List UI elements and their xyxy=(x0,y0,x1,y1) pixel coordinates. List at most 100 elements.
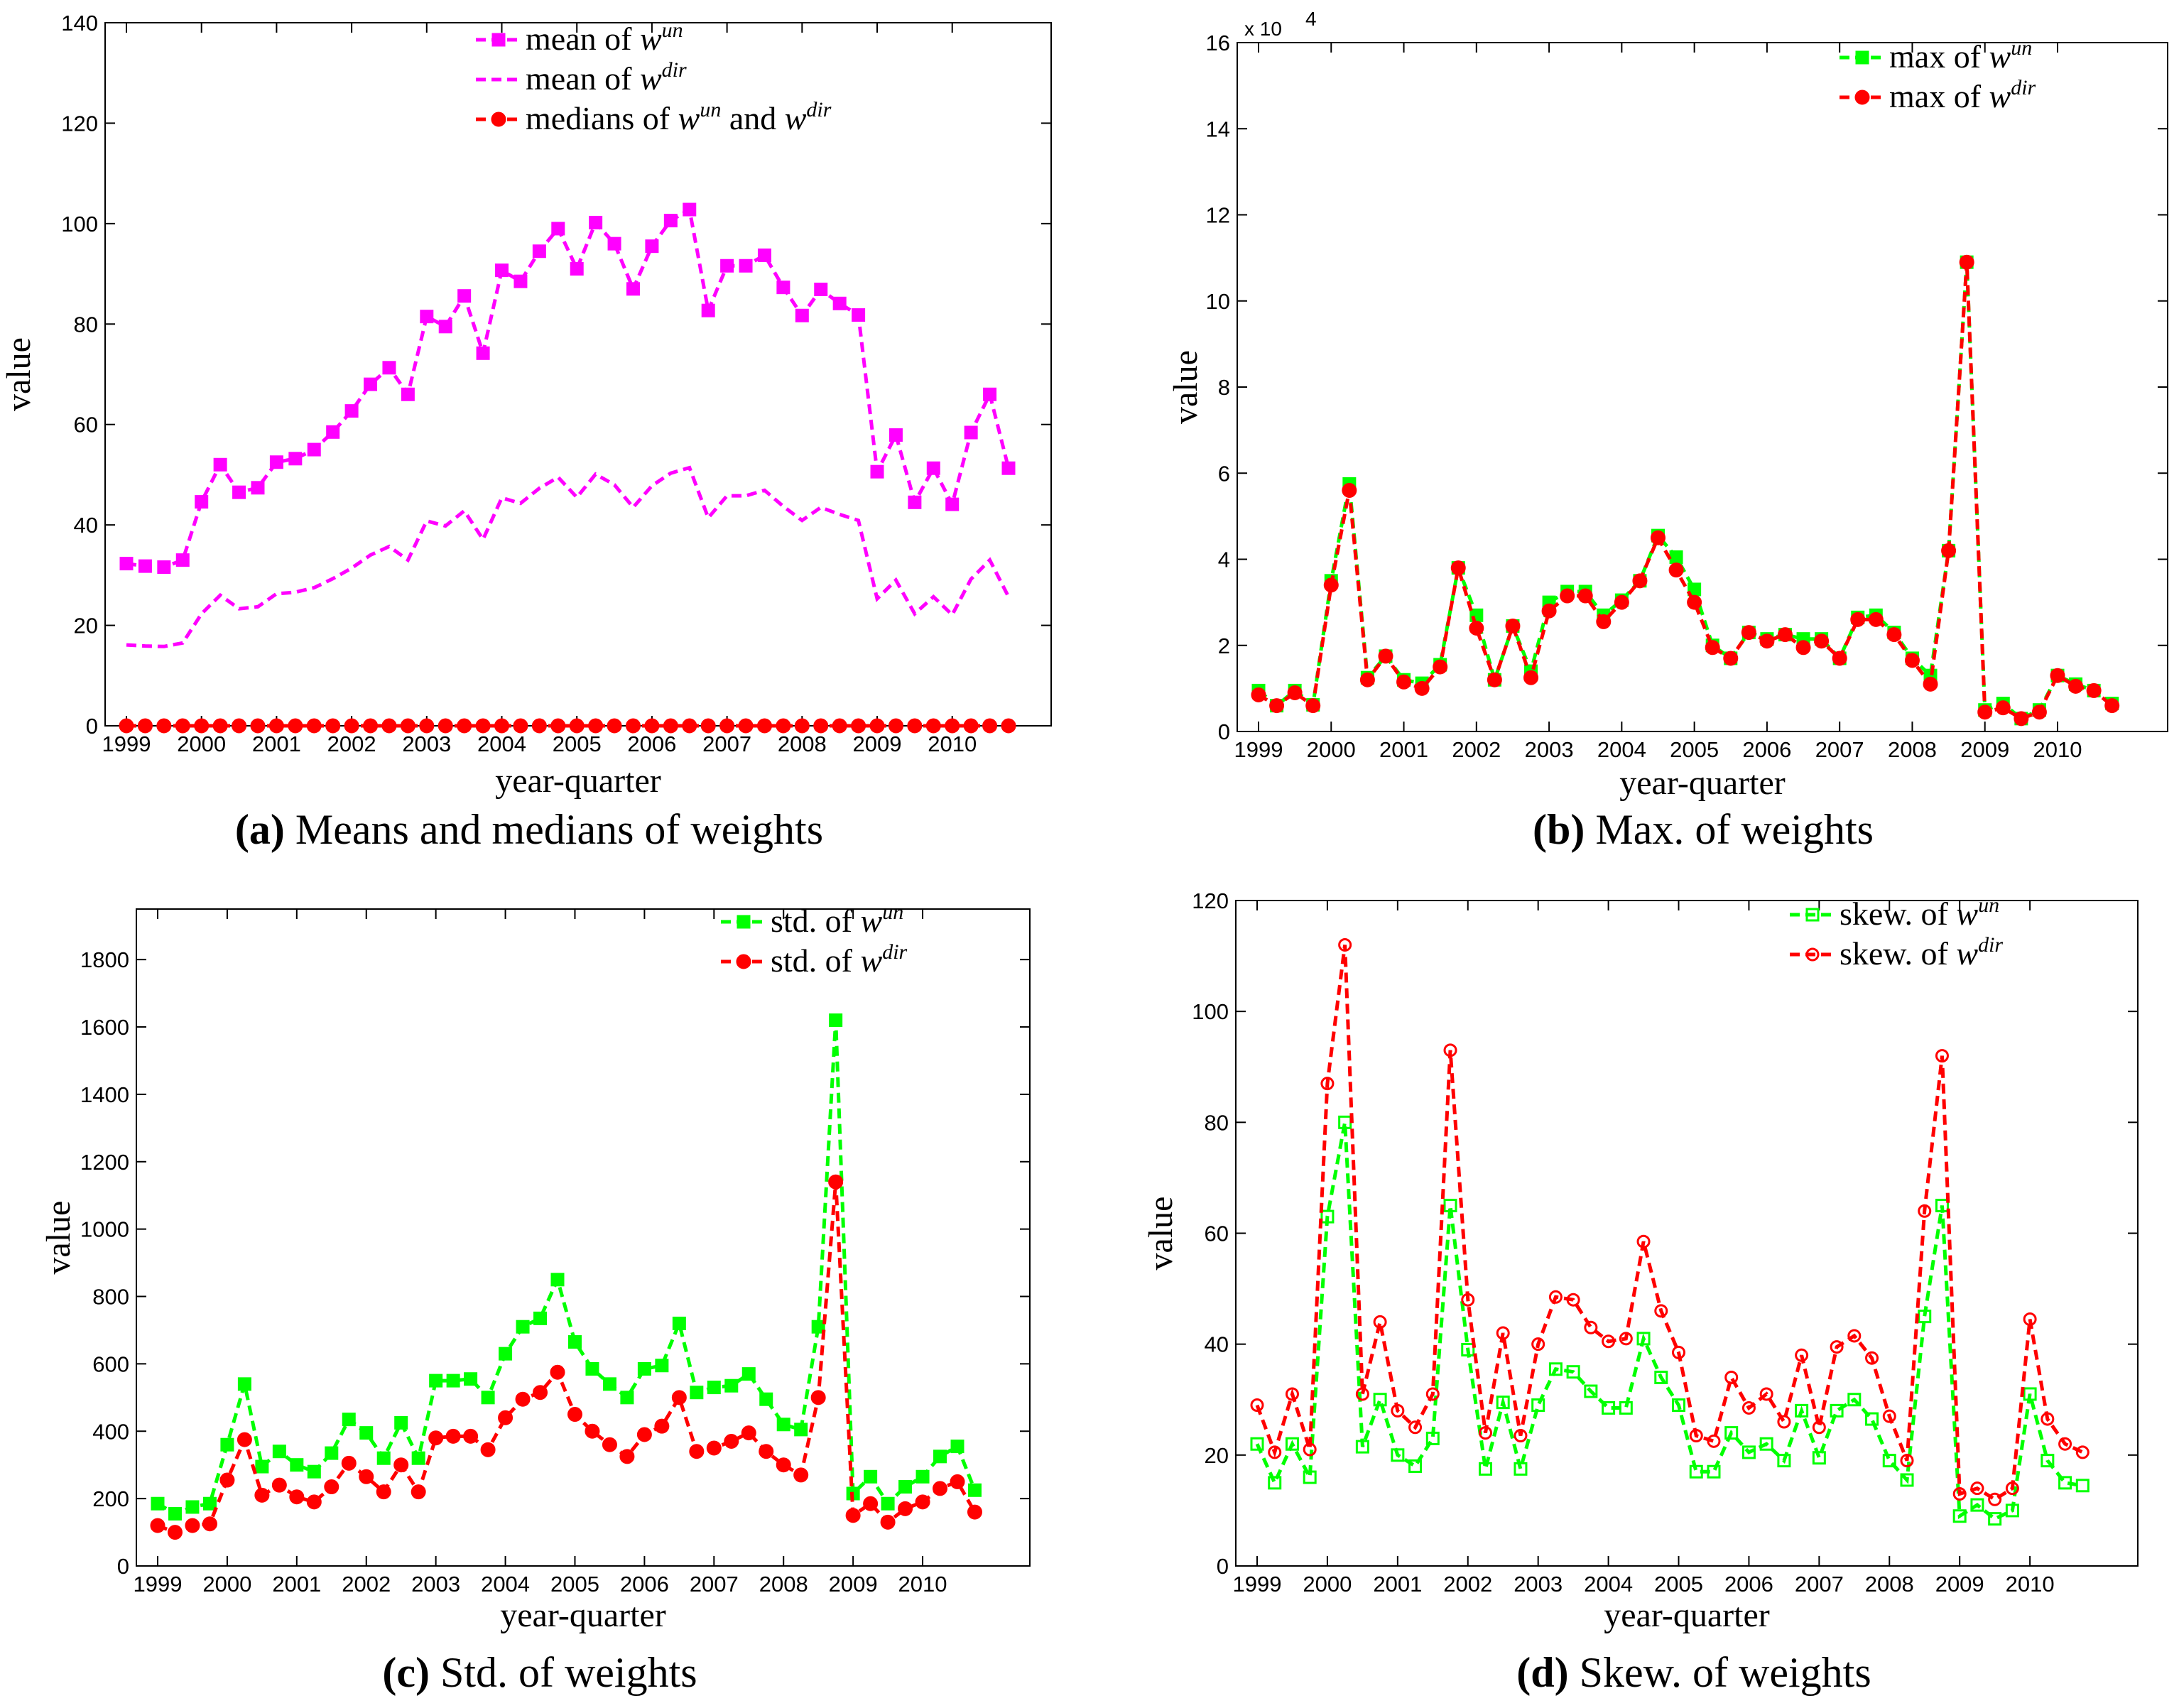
data-point xyxy=(1918,1204,1932,1218)
data-point xyxy=(1724,1371,1739,1385)
data-point xyxy=(382,361,396,375)
data-point xyxy=(759,1444,774,1459)
data-point xyxy=(1636,1234,1651,1249)
x-tick-label: 2001 xyxy=(272,1572,321,1597)
data-point xyxy=(499,1347,513,1361)
y-tick-label: 40 xyxy=(1205,1332,1229,1357)
data-point xyxy=(1952,1486,1967,1501)
data-point xyxy=(1777,627,1793,643)
data-point xyxy=(428,1430,444,1446)
data-point xyxy=(654,1418,670,1434)
data-point xyxy=(326,425,340,439)
x-tick-label: 2002 xyxy=(1443,1572,1492,1597)
x-tick-label: 2007 xyxy=(1795,1572,1844,1597)
data-point xyxy=(967,1504,982,1520)
data-point xyxy=(2041,1412,2055,1426)
data-point xyxy=(1988,1512,2002,1526)
x-tick-label: 2005 xyxy=(553,731,602,756)
x-tick-label: 2010 xyxy=(898,1572,947,1597)
data-point xyxy=(324,1479,339,1495)
data-point xyxy=(1830,1403,1844,1418)
data-point xyxy=(602,1437,617,1452)
y-tick-label: 8 xyxy=(1218,375,1230,400)
data-point xyxy=(1268,1445,1282,1459)
data-point xyxy=(202,1516,217,1532)
data-point xyxy=(185,1518,200,1533)
legend-entry: skew. of wdir xyxy=(1790,933,2003,972)
data-point xyxy=(393,1457,409,1473)
data-point xyxy=(1723,651,1739,666)
data-point xyxy=(851,718,866,734)
data-point xyxy=(759,1392,773,1406)
data-point xyxy=(195,495,209,509)
data-point xyxy=(325,718,341,734)
data-point xyxy=(933,1481,948,1496)
data-point xyxy=(1970,1498,1984,1512)
data-point xyxy=(1812,1451,1826,1465)
x-tick-label: 2002 xyxy=(1452,737,1501,762)
y-tick-label: 0 xyxy=(86,714,98,739)
y-tick-label: 800 xyxy=(92,1285,129,1310)
data-point xyxy=(832,296,847,310)
data-point xyxy=(585,1423,600,1439)
data-point xyxy=(908,495,922,509)
data-point xyxy=(636,1427,652,1442)
data-point xyxy=(1584,1384,1598,1398)
data-point xyxy=(1935,1198,1949,1212)
data-point xyxy=(237,1377,251,1391)
data-point xyxy=(438,320,452,334)
data-point xyxy=(776,718,791,734)
x-tick-label: 2010 xyxy=(2033,737,2082,762)
x-tick-label: 1999 xyxy=(102,731,151,756)
series-3 xyxy=(119,718,1016,734)
data-point xyxy=(690,1386,704,1400)
data-point xyxy=(306,1494,322,1510)
data-point xyxy=(1707,1464,1721,1479)
data-point xyxy=(1832,651,1847,666)
data-point xyxy=(950,1474,965,1489)
x-tick-label: 2008 xyxy=(759,1572,808,1597)
y-tick-label: 20 xyxy=(1205,1443,1229,1468)
data-point xyxy=(464,1372,478,1386)
data-point xyxy=(915,1494,930,1510)
data-point xyxy=(376,1484,391,1500)
data-point xyxy=(950,1440,964,1454)
y-tick-label: 100 xyxy=(1192,999,1229,1024)
data-point xyxy=(793,1467,809,1483)
data-point xyxy=(419,718,435,734)
data-point xyxy=(1541,603,1557,619)
data-point xyxy=(1396,674,1412,690)
y-exponent-label: x 10 xyxy=(1244,18,1282,40)
data-point xyxy=(1886,627,1902,643)
data-point xyxy=(138,559,152,573)
data-point xyxy=(1952,1509,1967,1523)
data-point xyxy=(945,497,960,511)
data-point xyxy=(925,718,941,734)
data-point xyxy=(1359,672,1375,687)
panel-caption: (d) Skew. of weights xyxy=(1516,1649,1871,1696)
data-point xyxy=(1478,1426,1492,1440)
data-point xyxy=(1668,562,1684,578)
data-point xyxy=(926,461,940,475)
data-point xyxy=(550,1364,565,1380)
x-tick-label: 2001 xyxy=(1379,737,1428,762)
data-point xyxy=(625,718,641,734)
data-point xyxy=(602,1377,616,1391)
data-point xyxy=(720,259,734,273)
x-tick-label: 2001 xyxy=(1373,1572,1422,1597)
x-tick-label: 2007 xyxy=(690,1572,739,1597)
data-point xyxy=(513,718,528,734)
data-point xyxy=(531,718,547,734)
data-point xyxy=(672,1316,686,1330)
y-tick-label: 120 xyxy=(1192,888,1229,913)
data-point xyxy=(1619,1400,1633,1415)
data-point xyxy=(137,718,153,734)
x-tick-label: 2008 xyxy=(1865,1572,1914,1597)
x-tick-label: 2003 xyxy=(411,1572,460,1597)
data-point xyxy=(463,1428,479,1444)
data-point xyxy=(1923,676,1938,692)
data-point xyxy=(1632,573,1648,589)
data-point xyxy=(429,1374,443,1388)
data-point xyxy=(232,485,246,499)
data-point xyxy=(1741,1400,1756,1415)
